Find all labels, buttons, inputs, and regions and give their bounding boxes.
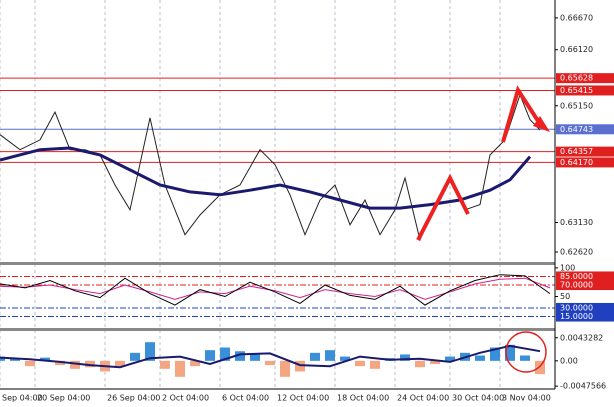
x-tick-label: 24 Oct 04:00 xyxy=(397,394,449,403)
series-line xyxy=(0,274,551,306)
level-label-box xyxy=(556,271,614,282)
x-tick-label: 26 Sep 04:00 xyxy=(107,394,160,403)
x-tick-label: 30 Oct 04:00 xyxy=(452,394,504,403)
annotation-arrow xyxy=(416,173,470,241)
x-tick-label: 18 Oct 04:00 xyxy=(337,394,389,403)
series-line xyxy=(0,344,541,369)
y-tick-label: 0.62620 xyxy=(560,248,593,257)
histogram-bar xyxy=(130,352,140,361)
histogram-bar xyxy=(475,355,485,361)
histogram-bar xyxy=(220,347,230,361)
level-label: 85.0000 xyxy=(560,272,593,281)
histogram-bar xyxy=(175,360,185,377)
y-tick-label: 0.66120 xyxy=(560,45,593,54)
level-label: 70.0000 xyxy=(560,281,593,290)
histogram-bar xyxy=(370,360,380,369)
annotation-circle xyxy=(505,331,547,373)
level-label-box xyxy=(556,85,614,96)
level-label: 0.64743 xyxy=(560,125,593,134)
level-label: 0.65415 xyxy=(560,86,593,95)
y-tick-label: -0.0047566 xyxy=(560,382,606,391)
x-tick-label: 12 Oct 04:00 xyxy=(277,394,329,403)
level-label-box xyxy=(556,146,614,157)
histogram-bar xyxy=(520,355,530,361)
level-label-box xyxy=(556,157,614,168)
histogram-bar xyxy=(205,350,215,361)
level-label: 30.0000 xyxy=(560,303,593,312)
histogram-bar xyxy=(415,360,425,368)
histogram-bar xyxy=(40,357,50,361)
y-tick-label: 0.00 xyxy=(560,356,578,365)
y-tick-label: 0.63130 xyxy=(560,218,593,227)
annotation-arrowhead xyxy=(533,116,550,132)
histogram-bar xyxy=(160,360,170,369)
histogram-bar xyxy=(310,352,320,361)
histogram-bar xyxy=(55,360,65,366)
y-tick-label: 0.66670 xyxy=(560,13,593,22)
histogram-bar xyxy=(145,342,155,361)
histogram-bar xyxy=(250,354,260,361)
histogram-bar xyxy=(10,358,20,361)
histogram-bar xyxy=(445,356,455,361)
level-label: 0.64170 xyxy=(560,158,593,167)
histogram-bar xyxy=(85,360,95,368)
histogram-bar xyxy=(400,354,410,361)
histogram-bar xyxy=(190,360,200,367)
histogram-bar xyxy=(25,360,35,367)
level-label-box xyxy=(556,311,614,322)
x-tick-label: 3 Nov 04:00 xyxy=(502,394,551,403)
histogram-bar xyxy=(325,350,335,361)
annotation-arrow xyxy=(501,85,542,143)
panel-separator xyxy=(0,262,555,265)
series-line xyxy=(0,277,551,300)
x-tick-label: 2 Oct 04:00 xyxy=(162,394,209,403)
x-tick-label: 20 Sep 04:00 xyxy=(37,394,90,403)
y-tick-label: 0.65150 xyxy=(560,101,593,110)
level-label: 0.65628 xyxy=(560,74,593,83)
histogram-bar xyxy=(490,347,500,361)
histogram-bar xyxy=(295,360,305,372)
level-label: 0.64357 xyxy=(560,147,593,156)
histogram-bar xyxy=(535,360,545,375)
x-tick-label: Sep 04:00 xyxy=(2,394,43,403)
level-label: 15.0000 xyxy=(560,312,593,321)
histogram-bar xyxy=(430,360,440,365)
histogram-bar xyxy=(235,351,245,361)
histogram-bar xyxy=(280,360,290,377)
level-label-box xyxy=(556,73,614,84)
histogram-bar xyxy=(340,356,350,361)
histogram-bar xyxy=(505,344,515,361)
y-tick-label: 0.0043282 xyxy=(560,333,603,342)
y-tick-label: 100 xyxy=(560,263,575,272)
histogram-bar xyxy=(70,360,80,369)
histogram-bar xyxy=(115,360,125,367)
y-tick-label: 50 xyxy=(560,292,570,301)
histogram-bar xyxy=(265,360,275,366)
level-label-box xyxy=(556,124,614,135)
level-label-box xyxy=(556,302,614,313)
panel-separator xyxy=(0,328,555,331)
level-label-box xyxy=(556,280,614,291)
histogram-bar xyxy=(355,360,365,367)
x-tick-label: 6 Oct 04:00 xyxy=(222,394,269,403)
